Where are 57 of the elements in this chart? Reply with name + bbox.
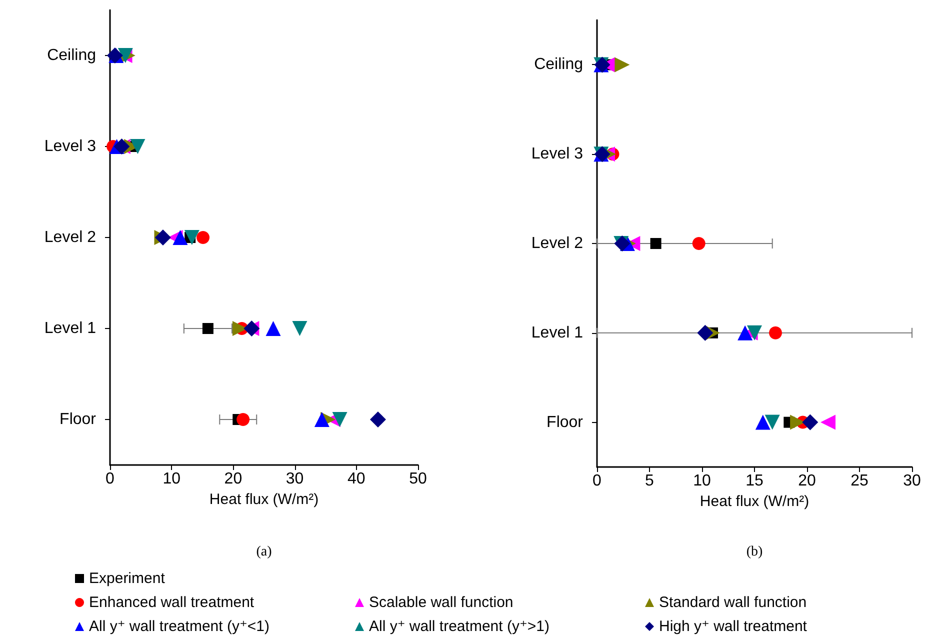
y-tick-label: Level 2 [44, 229, 96, 246]
y-tick-label: Level 1 [44, 320, 96, 337]
x-tick-label: 50 [409, 470, 427, 488]
point [747, 325, 762, 340]
point [172, 230, 188, 245]
point [802, 414, 818, 430]
point [292, 321, 308, 336]
point [236, 413, 250, 426]
legend-label: Scalable wall function [369, 594, 514, 611]
x-tick-label: 0 [592, 472, 602, 490]
point [697, 324, 714, 341]
x-tick-label: 5 [645, 472, 654, 490]
x-tick-label: 20 [798, 472, 816, 490]
legend-label: High y⁺ wall treatment [659, 618, 808, 635]
x-tick-label: 15 [746, 472, 764, 490]
point [314, 412, 330, 427]
x-axis-title: Heat flux (W/m²) [700, 492, 810, 510]
point [184, 230, 200, 245]
y-tick-label: Level 2 [531, 235, 584, 252]
legend-label: All y⁺ wall treatment (y⁺>1) [369, 618, 550, 635]
point [202, 323, 214, 334]
text: (b) [746, 544, 763, 560]
y-tick-label: Level 1 [531, 324, 584, 342]
x-tick-label: 0 [106, 470, 115, 488]
y-tick-label: Ceiling [534, 56, 583, 74]
legend-label: Experiment [89, 570, 166, 587]
x-axis-title: Heat flux (W/m²) [209, 490, 319, 508]
point [266, 321, 281, 336]
point [738, 325, 753, 340]
point [692, 237, 706, 250]
y-tick-label: Floor [546, 414, 584, 431]
x-tick-label: 20 [224, 470, 242, 488]
legend-label: Standard wall function [659, 594, 807, 611]
point [755, 414, 770, 430]
point [370, 412, 386, 428]
point [130, 139, 146, 154]
legend-label: Enhanced wall treatment [89, 594, 255, 611]
legend-label: All y⁺ wall treatment (y⁺<1) [89, 618, 270, 635]
x-tick-label: 10 [162, 470, 181, 488]
x-tick-label: 40 [348, 470, 366, 488]
x-tick-label: 10 [693, 472, 711, 490]
y-tick-label: Level 3 [44, 138, 96, 155]
y-tick-label: Ceiling [47, 47, 96, 64]
point [332, 412, 348, 427]
point [764, 414, 780, 430]
point [650, 238, 662, 249]
point [769, 326, 782, 340]
y-tick-label: Level 3 [531, 146, 584, 163]
x-tick-label: 25 [850, 472, 868, 490]
point [820, 414, 836, 430]
x-tick-label: 30 [903, 472, 921, 490]
y-tick-label: Floor [60, 411, 97, 428]
point [614, 57, 630, 72]
point [790, 414, 806, 430]
text: (a) [256, 544, 272, 560]
point [196, 231, 210, 244]
x-tick-label: 30 [286, 470, 304, 488]
